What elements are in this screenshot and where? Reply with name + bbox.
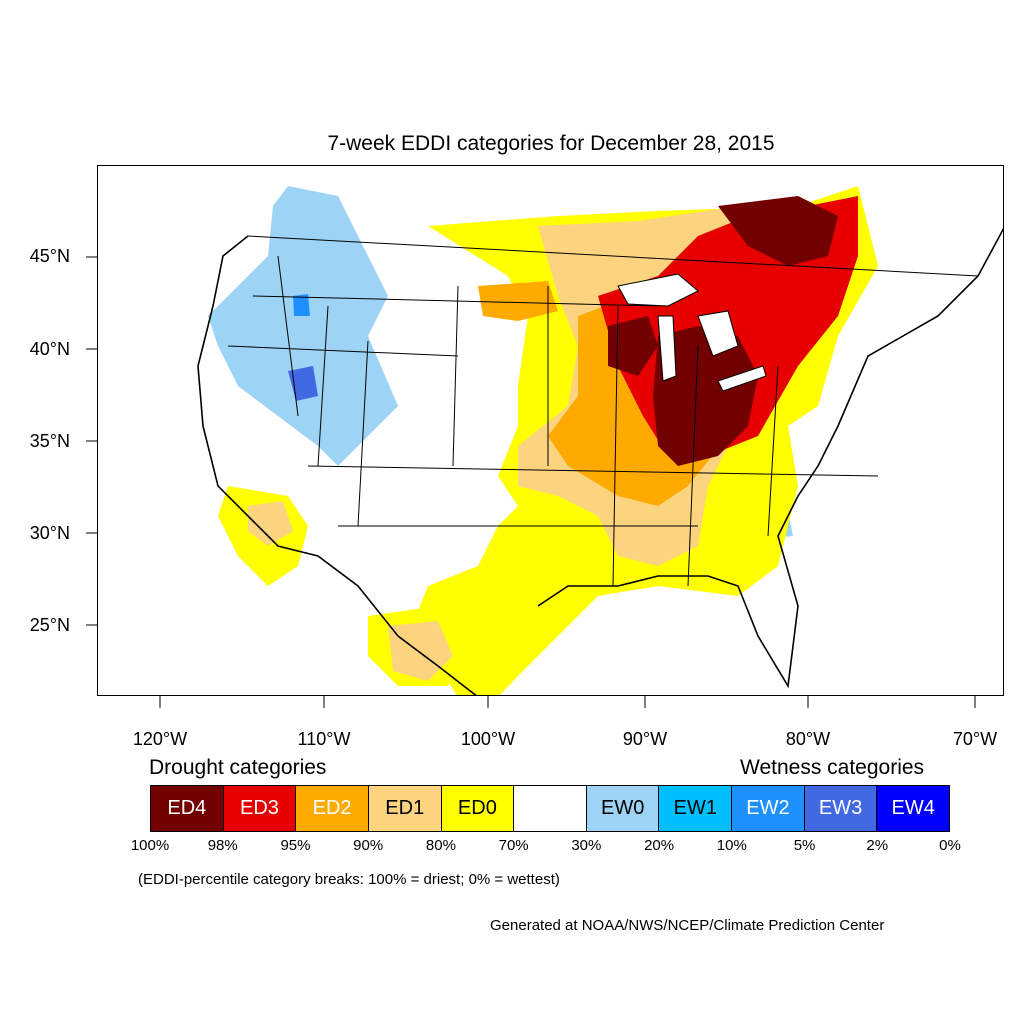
legend-cell-ew0: EW0	[586, 786, 660, 831]
legend-break-label: 70%	[498, 837, 529, 854]
legend-break-label: 30%	[571, 837, 602, 854]
map-panel	[97, 165, 1004, 696]
drought-heading: Drought categories	[149, 756, 327, 779]
lon-label-80: 80°W	[785, 729, 831, 749]
lake-huron	[697, 310, 739, 357]
ed1-region-baja	[248, 501, 293, 546]
state-boundaries	[227, 235, 979, 587]
lat-label-35: 35°N	[29, 431, 70, 451]
lat-label-25: 25°N	[29, 615, 70, 635]
legend-break-label: 80%	[425, 837, 456, 854]
legend-cell-ew3: EW3	[804, 786, 878, 831]
map-title: 7-week EDDI categories for December 28, …	[327, 132, 775, 155]
legend-cell-neutral	[514, 786, 587, 831]
ed4-region-ohio-valley	[653, 326, 758, 466]
ed4-region-michigan	[608, 316, 658, 376]
legend-cell-ed0: ED0	[441, 786, 515, 831]
lon-label-120: 120°W	[132, 729, 188, 749]
legend-break-label: 100%	[130, 837, 170, 854]
legend-color-bar: ED4 ED3 ED2 ED1 ED0 EW0 EW1 EW2 EW3 EW4	[150, 785, 950, 832]
legend-break-label: 98%	[207, 837, 238, 854]
legend-cell-ed4: ED4	[151, 786, 224, 831]
legend-break-label: 90%	[353, 837, 384, 854]
lake-erie	[717, 365, 767, 392]
lon-label-70: 70°W	[952, 729, 998, 749]
lon-label-90: 90°W	[622, 729, 668, 749]
legend-break-label: 10%	[716, 837, 747, 854]
wetness-heading: Wetness categories	[740, 756, 925, 779]
lake-superior	[617, 273, 699, 307]
legend-cell-ew1: EW1	[659, 786, 733, 831]
legend-break-label: 2%	[866, 837, 889, 854]
credit-line: Generated at NOAA/NWS/NCEP/Climate Predi…	[490, 917, 885, 934]
legend-cell-ed2: ED2	[296, 786, 369, 831]
legend-break-label: 95%	[280, 837, 311, 854]
ed2-region-northplains	[478, 281, 558, 321]
lake-michigan	[657, 315, 677, 382]
legend-cell-ew2: EW2	[732, 786, 805, 831]
legend-break-label: 0%	[939, 837, 961, 854]
legend-cell-ed3: ED3	[223, 786, 297, 831]
lon-label-100: 100°W	[460, 729, 516, 749]
legend-note: (EDDI-percentile category breaks: 100% =…	[138, 871, 560, 888]
ed4-region-ontario	[718, 196, 838, 266]
lon-label-110: 110°W	[297, 729, 351, 749]
lat-label-40: 40°N	[29, 339, 70, 359]
ew2-spot-nv	[293, 294, 310, 316]
eddi-map	[197, 186, 1003, 695]
legend-cell-ed1: ED1	[368, 786, 442, 831]
legend-cell-ew4: EW4	[877, 786, 950, 831]
lat-label-45: 45°N	[29, 246, 70, 266]
ew0-region-west	[208, 186, 398, 466]
legend-break-label: 5%	[793, 837, 816, 854]
legend-break-label: 20%	[644, 837, 675, 854]
coastline	[197, 228, 1003, 695]
lat-label-30: 30°N	[29, 523, 70, 543]
